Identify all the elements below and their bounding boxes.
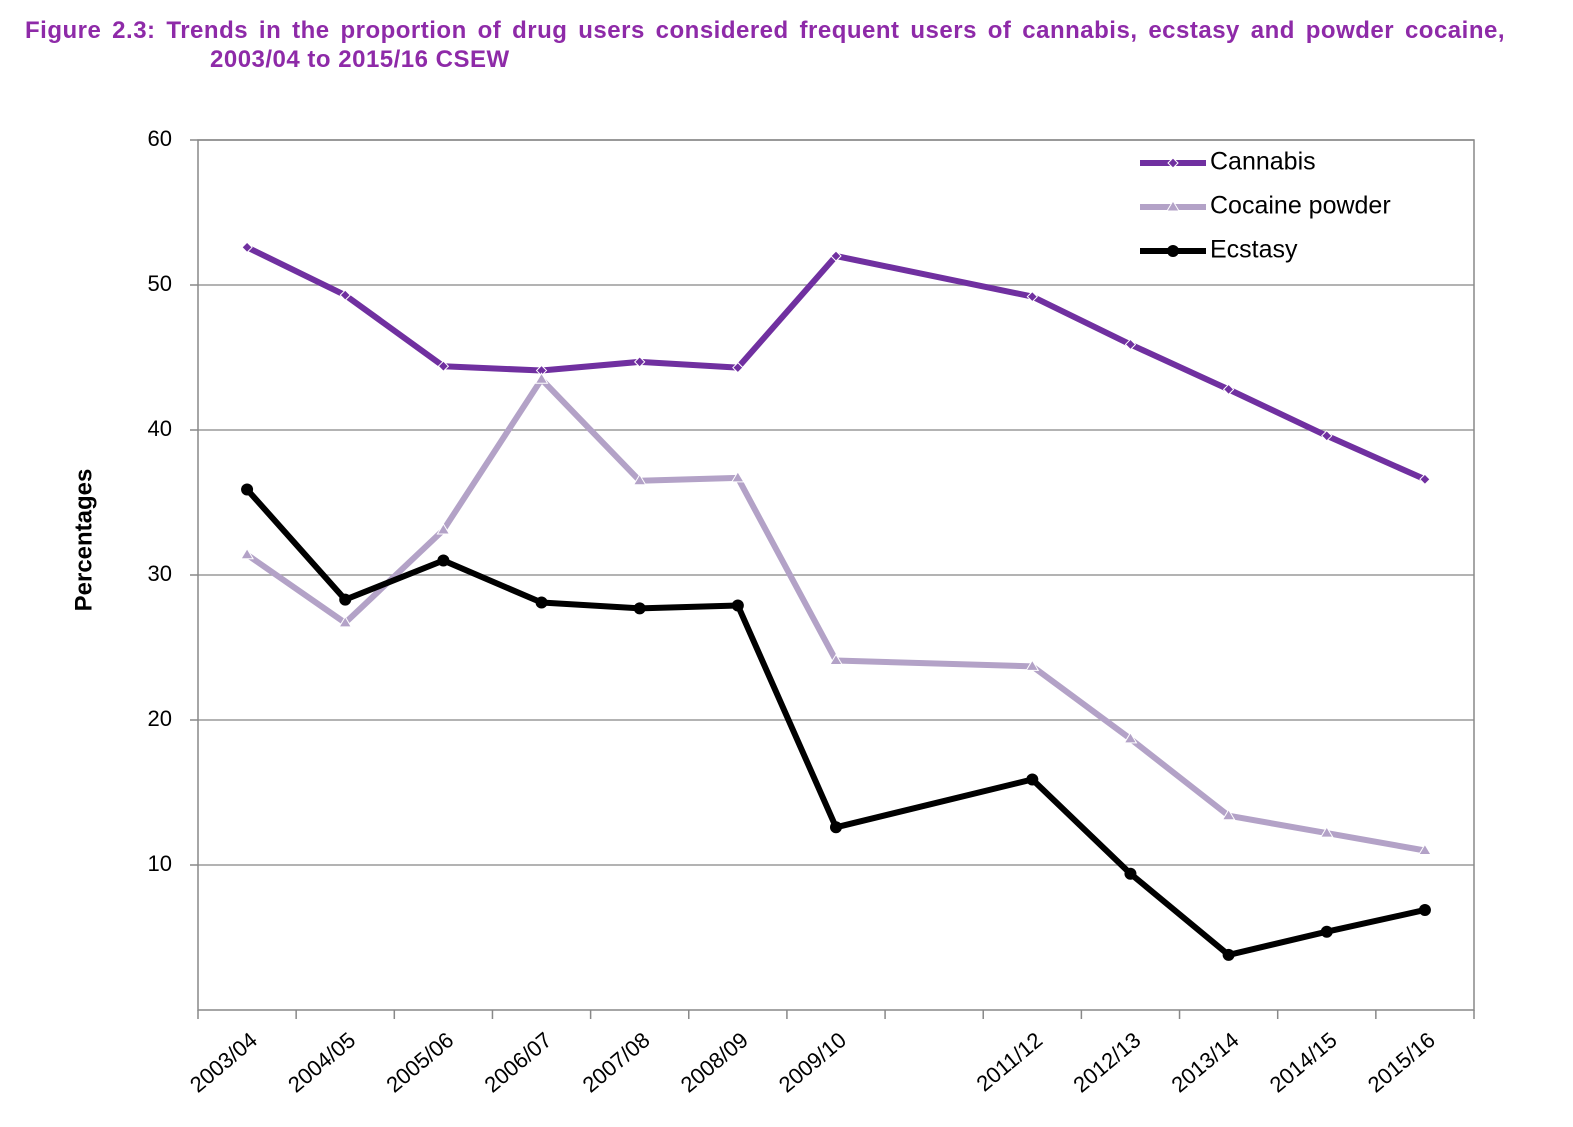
point [1025,659,1040,671]
point [829,653,843,666]
point [1124,867,1137,880]
point [830,250,842,262]
point [339,593,352,606]
point [1222,948,1235,961]
point [1419,473,1431,486]
y-tick-label: 10 [148,851,172,876]
point [1026,290,1039,303]
point [1123,731,1138,744]
point [633,356,646,368]
x-tick-label: 2004/05 [283,1027,360,1097]
point [241,241,253,254]
x-tick-label: 2007/08 [578,1027,655,1097]
x-tick-label: 2014/15 [1265,1027,1342,1097]
x-tick-label: 2013/14 [1167,1027,1244,1097]
point [1418,843,1432,855]
point [1418,903,1431,916]
point [730,470,745,483]
point [1319,826,1334,838]
chart-title: Figure 2.3: Trends in the proportion of … [25,17,1505,73]
point [436,523,451,535]
point [437,554,450,567]
series-line [244,487,1426,958]
plot-frame [197,139,1475,1011]
point [731,599,744,612]
x-tick-label: 2003/04 [185,1027,262,1097]
legend-marker [1166,200,1180,212]
legend-label: Cannabis [1210,148,1316,176]
point [338,615,353,628]
series-line [245,376,1426,854]
point [1124,338,1137,351]
point [339,289,351,301]
x-tick-label: 2006/07 [479,1027,556,1097]
x-tick-label: 2009/10 [774,1027,851,1097]
point [1320,925,1333,938]
point [240,547,254,560]
y-tick-label: 60 [148,126,172,151]
legend-marker [1167,245,1179,257]
y-tick-label: 20 [148,706,172,731]
point [1026,773,1039,786]
point [632,473,647,486]
point [1321,430,1333,442]
x-tick-label: 2015/16 [1363,1027,1440,1097]
y-axis-label: Percentages [70,469,97,612]
y-tick-label: 50 [148,271,172,296]
series-line [245,244,1427,483]
y-tick-label: 40 [148,416,172,441]
point [535,596,548,609]
point [241,483,254,496]
y-tick-label: 30 [148,561,172,586]
x-tick-label: 2008/09 [676,1027,753,1097]
point [534,372,549,384]
point [732,361,744,374]
point [633,602,646,615]
point [1221,808,1236,821]
legend-label: Cocaine powder [1210,192,1391,220]
x-tick-label: 2005/06 [381,1027,458,1097]
legend-label: Ecstasy [1210,236,1298,264]
legend-marker [1167,157,1179,169]
x-tick-label: 2012/13 [1068,1027,1145,1097]
point [830,821,842,834]
point [1222,383,1235,396]
x-tick-label: 2011/12 [972,1027,1048,1096]
point [437,360,450,372]
